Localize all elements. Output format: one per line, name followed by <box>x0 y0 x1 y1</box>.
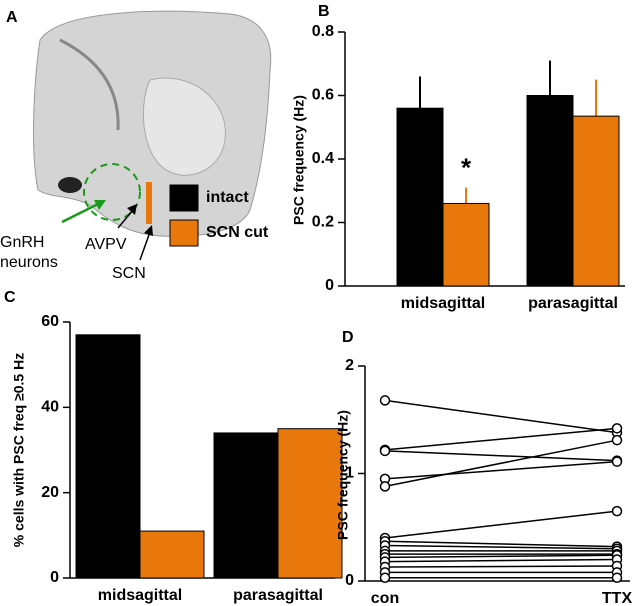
y-tick-label: 1 <box>345 465 354 482</box>
bar <box>572 115 620 287</box>
point <box>379 445 391 457</box>
pair-line <box>384 399 618 434</box>
bar <box>75 334 141 579</box>
bar <box>213 432 279 579</box>
y-tick-label: 40 <box>41 399 59 416</box>
panel-label: B <box>318 3 330 20</box>
x-tick-label: parasagittal <box>528 295 618 312</box>
brain-region <box>142 77 226 176</box>
annotation: * <box>461 152 472 182</box>
gnrh-label: neurons <box>0 254 58 271</box>
point <box>379 481 391 492</box>
bar <box>442 202 490 287</box>
x-tick-label: con <box>371 590 399 606</box>
point <box>379 572 391 584</box>
brain-structure <box>59 38 120 131</box>
avpv-arrowhead <box>127 204 137 215</box>
x-tick-label: TTX <box>602 590 633 606</box>
y-tick-label: 0.4 <box>312 150 334 167</box>
point <box>379 395 391 406</box>
y-tick-label: 0 <box>325 277 334 294</box>
panel-label: D <box>342 329 354 346</box>
y-tick-label: 0 <box>345 572 354 589</box>
bar <box>277 428 343 579</box>
bar <box>526 95 574 287</box>
point <box>611 456 623 467</box>
x-tick-label: parasagittal <box>233 587 323 604</box>
pair-line <box>384 460 618 480</box>
gnrh-arrowhead <box>94 200 106 210</box>
pair-line <box>384 554 618 559</box>
point <box>611 505 623 517</box>
dark-region <box>58 177 82 193</box>
point <box>611 423 623 434</box>
point <box>611 434 623 446</box>
y-axis-label: PSC frequency (Hz) <box>335 410 351 540</box>
y-tick-label: 20 <box>41 484 59 501</box>
panel-label: C <box>4 289 16 306</box>
y-axis-label: % cells with PSC freq ≥0.5 Hz <box>11 353 27 547</box>
panel-label: A <box>6 9 18 26</box>
panel-a: A GnRH neurons AVPV SCN <box>0 9 272 282</box>
legend-label: SCN cut <box>206 224 269 241</box>
scn-cut <box>146 182 152 224</box>
y-tick-label: 60 <box>41 313 59 330</box>
y-tick-label: 2 <box>345 357 354 374</box>
y-tick-label: 0 <box>50 569 59 586</box>
bar <box>139 530 205 579</box>
gnrh-arrow <box>61 201 101 224</box>
avpv-arrow <box>117 209 134 229</box>
legend-swatch <box>169 184 199 212</box>
pair-line <box>384 427 618 451</box>
pair-line <box>384 544 618 550</box>
scn-arrow <box>139 231 151 261</box>
avpv-label: AVPV <box>85 236 127 253</box>
scn-arrowhead <box>144 225 153 236</box>
pair-line <box>384 439 618 488</box>
y-tick-label: 0.2 <box>312 214 334 231</box>
pair-line <box>384 540 618 548</box>
y-axis-label: PSC frequency (Hz) <box>291 95 307 225</box>
bar <box>396 107 444 287</box>
scn-label: SCN <box>112 265 146 282</box>
y-tick-label: 0.8 <box>312 23 334 40</box>
legend-label: intact <box>206 189 249 206</box>
x-tick-label: midsagittal <box>98 587 182 604</box>
x-tick-label: midsagittal <box>401 295 485 312</box>
gnrh-label: GnRH <box>0 234 44 251</box>
pair-line <box>384 565 618 568</box>
pair-line <box>384 450 618 462</box>
avpv-outline <box>83 163 141 221</box>
pair-line <box>384 558 618 563</box>
point <box>611 572 623 584</box>
pair-line <box>384 510 618 539</box>
y-tick-label: 0.6 <box>312 87 334 104</box>
legend-swatch <box>169 219 199 247</box>
